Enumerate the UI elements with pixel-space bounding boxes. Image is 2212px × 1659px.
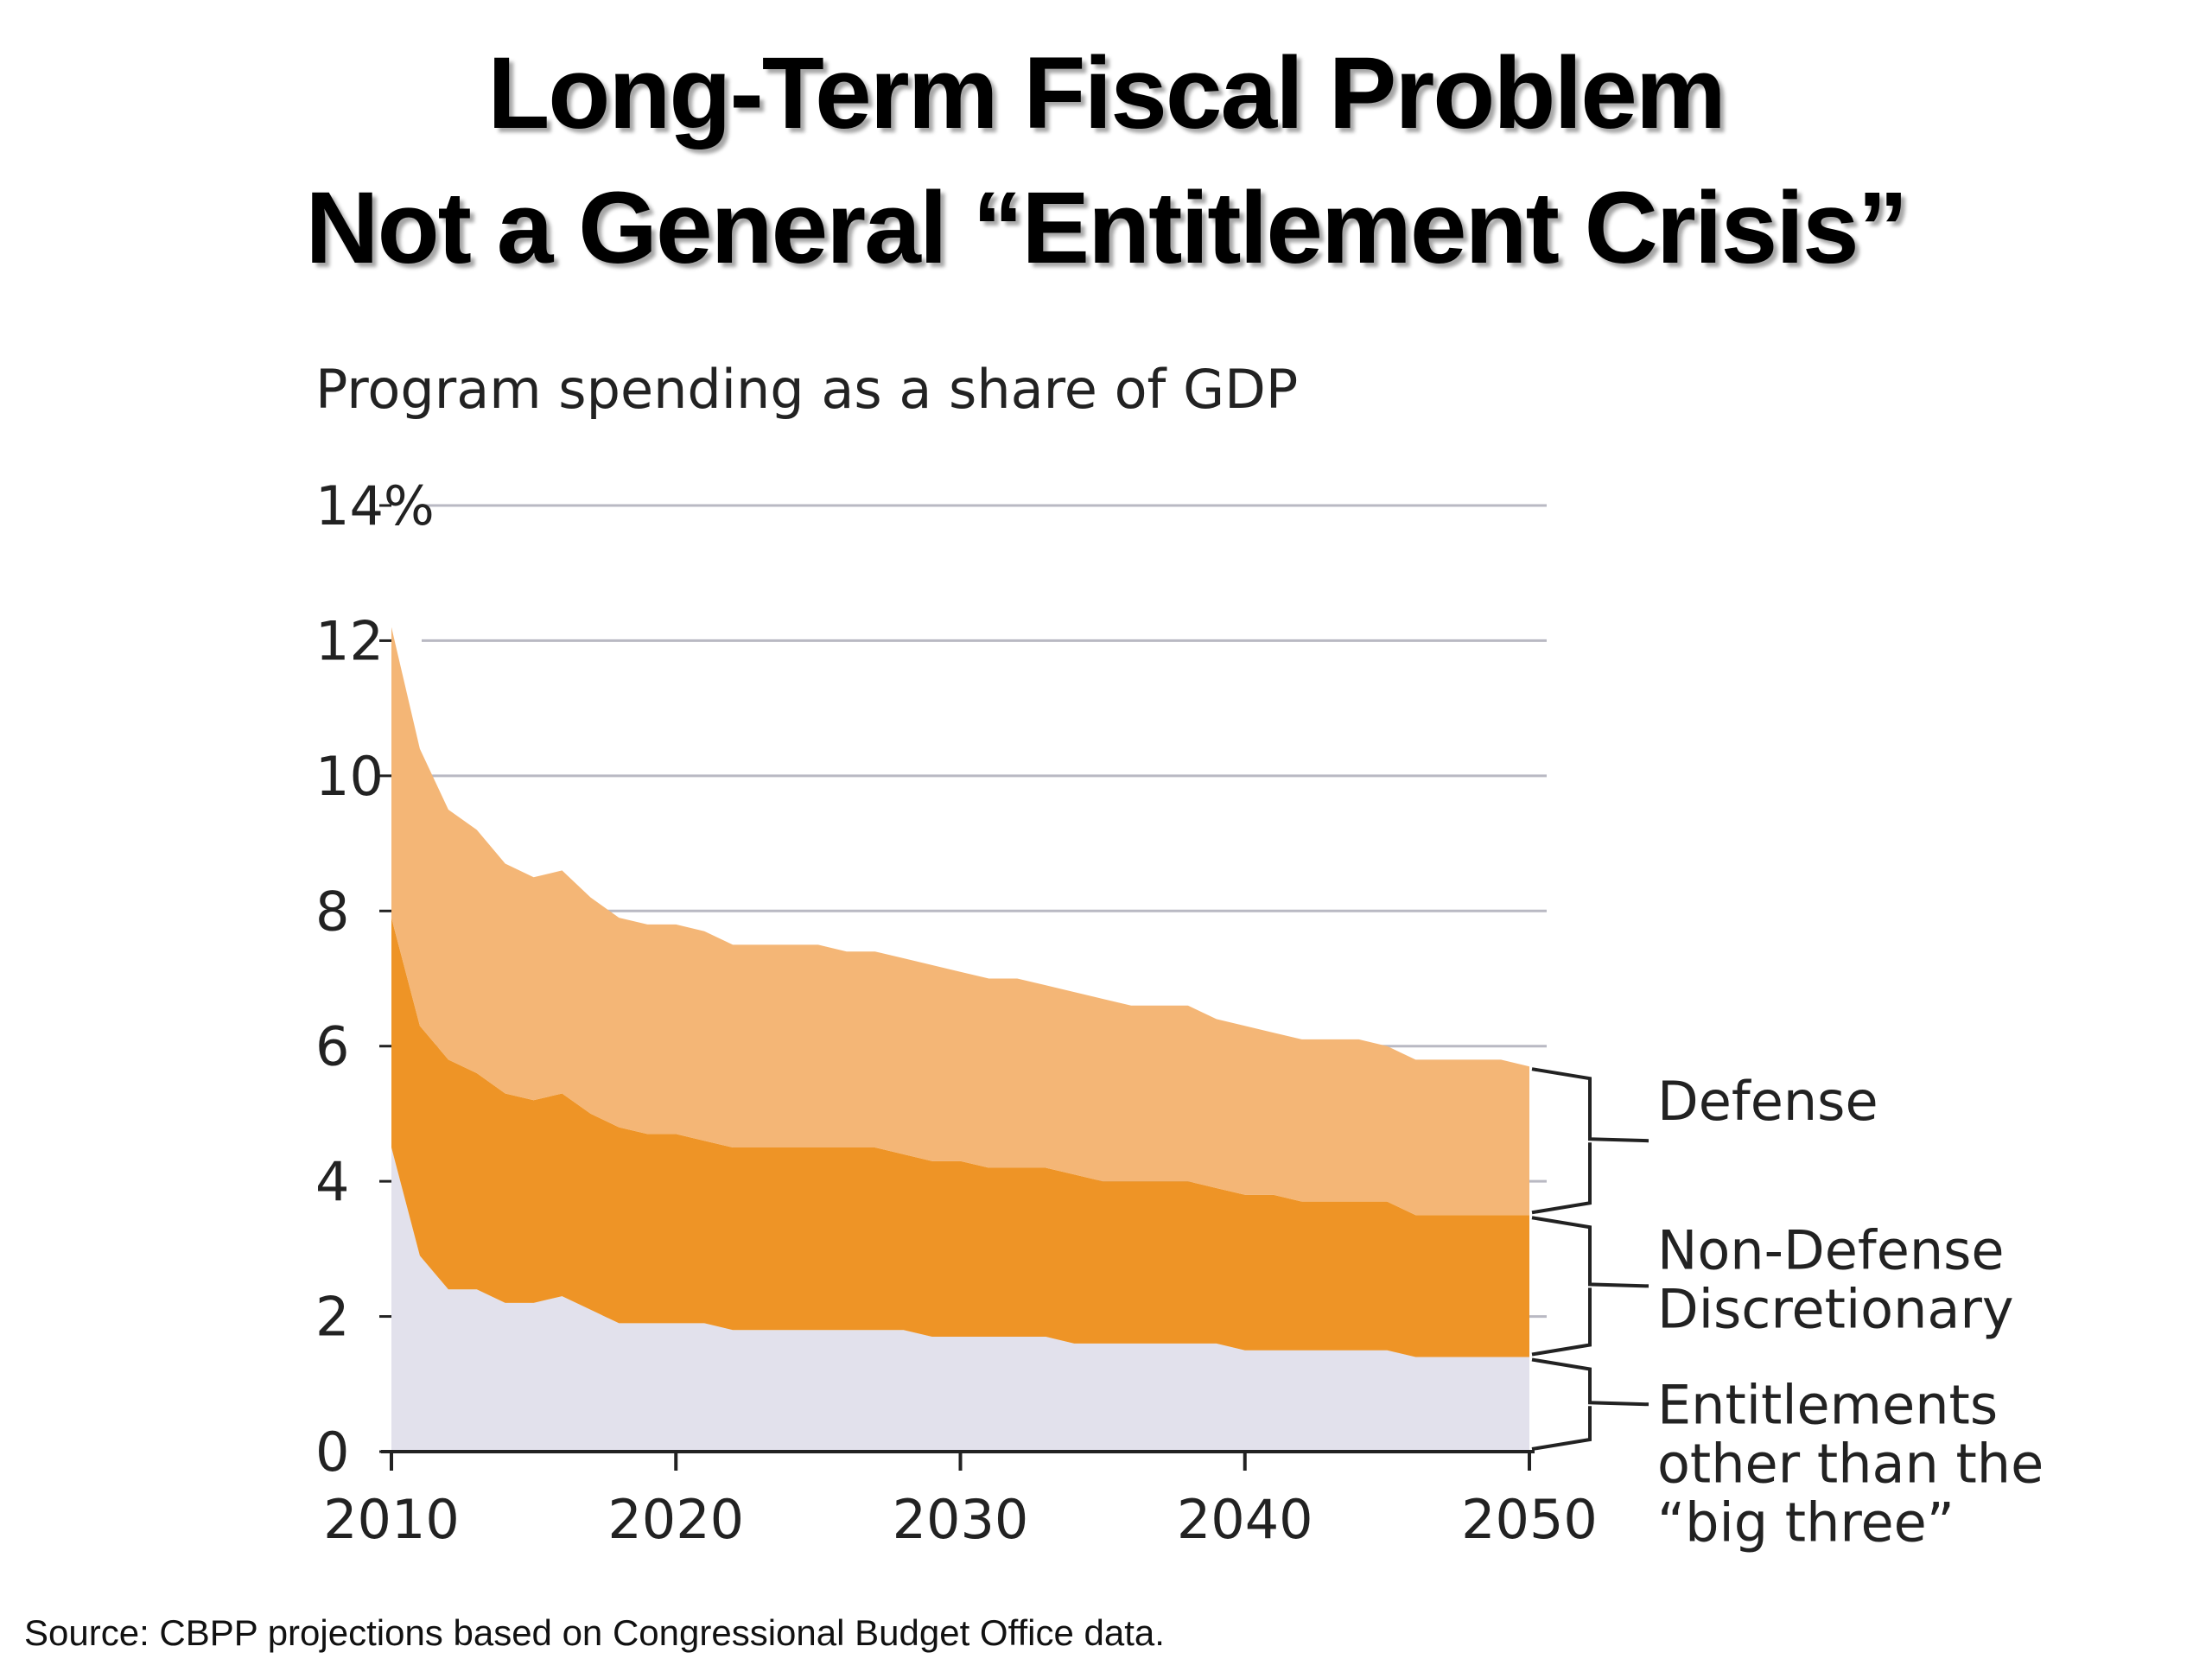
title-line-2: Not a General “Entitlement Crisis” [305,171,1908,285]
y-tick-label-0: 0 [315,1421,349,1484]
legend-label-1-line-2: other than the [1657,1432,2044,1495]
y-tick-label-2: 2 [315,1286,349,1349]
series-areas [391,626,1529,1452]
title-line-1: Long-Term Fiscal Problem [487,36,1726,150]
slide-title: Long-Term Fiscal Problem Not a General “… [0,26,2212,296]
area-series-1 [391,1147,1529,1452]
legend-bracket-2 [1531,1216,1649,1357]
area-series-2 [391,918,1529,1357]
y-tick-label-4: 4 [315,1150,349,1213]
x-tick-label-2020: 2020 [607,1488,744,1551]
y-tick-label-6: 6 [315,1015,349,1078]
legend-label-1-line-1: Entitlements [1657,1373,1998,1436]
legend-bracket-3 [1531,1067,1649,1215]
x-tick-label-2010: 2010 [323,1488,460,1551]
y-tick-label-10: 10 [315,745,384,808]
legend-label-2-line-2: Discretionary [1657,1277,2014,1340]
area-series-3 [391,626,1529,1216]
y-tick-label-8: 8 [315,880,349,943]
x-tick-label-2050: 2050 [1461,1488,1598,1551]
legend-label-1-line-3: “big three” [1657,1491,1955,1554]
legend-label-3-line-1: Defense [1657,1070,1878,1133]
y-tick-label-12: 12 [315,609,384,672]
axes: 2010 2020 2030 2040 2050 0 2 4 6 8 10 12 14% [315,474,1598,1551]
chart-title: Program spending as a share of GDP [315,358,1298,421]
x-tick-label-2030: 2030 [893,1488,1029,1551]
legend-bracket-1 [1531,1357,1649,1451]
y-tick-label-14: 14% [315,474,435,537]
legend-label-2-line-1: Non-Defense [1657,1218,2005,1281]
x-tick-label-2040: 2040 [1177,1488,1313,1551]
source-note: Source: CBPP projections based on Congre… [24,1612,1165,1653]
